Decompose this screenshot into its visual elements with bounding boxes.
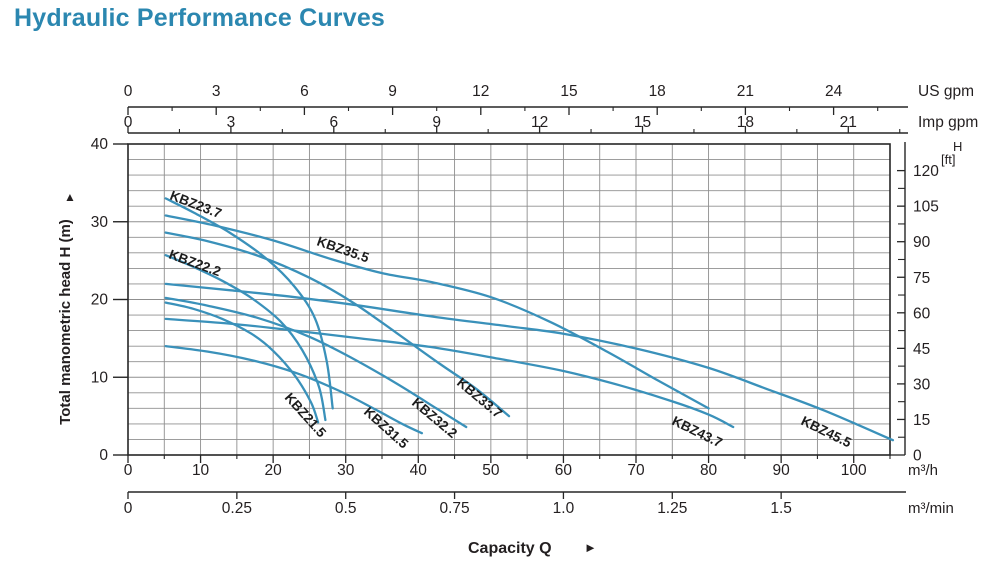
y-axis-arrow: ▲ — [64, 190, 76, 204]
tick-label: 20 — [265, 462, 283, 479]
axis-m3h: 0 10 20 30 40 50 60 70 80 90 100 m³/h — [124, 455, 938, 479]
curve-KBZ21.5 — [164, 301, 320, 424]
axis-us-gpm: 0 3 6 9 12 15 18 21 24 US gpm — [124, 83, 974, 115]
tick-label: 0 — [124, 500, 133, 517]
curve-KBZ22.2 — [164, 254, 327, 422]
tick-label: 9 — [432, 114, 441, 131]
tick-label: 18 — [649, 83, 666, 100]
tick-label: 9 — [388, 83, 397, 100]
tick-label: 24 — [825, 83, 843, 100]
head-ft-unit: H — [953, 139, 962, 154]
curve-KBZ23.7 — [164, 197, 334, 410]
tick-label: 3 — [227, 114, 236, 131]
tick-label: 50 — [482, 462, 500, 479]
tick-label: 18 — [737, 114, 754, 131]
page-title: Hydraulic Performance Curves — [14, 4, 386, 32]
x-axis-title-text: Capacity Q — [468, 540, 552, 557]
tick-label: 3 — [212, 83, 221, 100]
tick-label: 45 — [913, 341, 930, 358]
tick-label: 60 — [555, 462, 573, 479]
tick-label: 12 — [472, 83, 489, 100]
tick-label: 75 — [913, 270, 930, 287]
curve-label-KBZ31.5: KBZ31.5 — [361, 404, 412, 452]
tick-label: 60 — [913, 305, 931, 322]
tick-label: 90 — [913, 234, 931, 251]
m3h-unit: m³/h — [908, 462, 938, 479]
tick-label: 0 — [913, 448, 922, 465]
curve-label-KBZ33.7: KBZ33.7 — [454, 375, 505, 421]
tick-label: 40 — [410, 462, 428, 479]
curve-KBZ31.5 — [164, 344, 424, 435]
tick-label: 1.5 — [770, 500, 792, 517]
axis-head-ft: 0 15 30 45 60 75 90 105 120 H[ft] — [890, 139, 962, 465]
tick-label: 15 — [913, 412, 930, 429]
tick-label: 0 — [124, 462, 133, 479]
axis-imp-gpm: 0 3 6 9 12 15 18 21 Imp gpm — [124, 114, 978, 134]
x-axis-title: Capacity Q ► — [468, 540, 597, 557]
curve-KBZ33.7 — [164, 231, 511, 418]
tick-label: 0 — [124, 83, 133, 100]
tick-label: 80 — [700, 462, 718, 479]
imp-gpm-unit: Imp gpm — [918, 114, 978, 131]
y-axis-title: Total manometric head H (m) — [57, 219, 74, 425]
axis-m3min: 0 0.25 0.5 0.75 1.0 1.25 1.5 m³/min — [124, 491, 954, 517]
curve-KBZ35.5 — [164, 214, 710, 410]
tick-label: 0.5 — [335, 500, 357, 517]
tick-label: 21 — [737, 83, 754, 100]
axis-head-m: 0 10 20 30 40 Total manometric head H (m) ▲ — [57, 136, 128, 464]
tick-label: 70 — [627, 462, 645, 479]
curve-label-KBZ23.7: KBZ23.7 — [168, 188, 224, 221]
tick-label: 10 — [192, 462, 210, 479]
tick-label: 20 — [91, 292, 109, 309]
x-axis-arrow: ► — [584, 540, 597, 555]
tick-label: 6 — [329, 114, 338, 131]
curve-label-KBZ22.2: KBZ22.2 — [167, 247, 223, 280]
head-ft-unit: [ft] — [941, 152, 955, 167]
tick-label: 1.0 — [553, 500, 575, 517]
curve-label-KBZ35.5: KBZ35.5 — [315, 234, 371, 266]
tick-label: 100 — [841, 462, 867, 479]
tick-label: 10 — [91, 369, 109, 386]
curves — [164, 197, 895, 442]
tick-label: 40 — [91, 136, 109, 153]
tick-label: 0 — [99, 447, 108, 464]
tick-label: 105 — [913, 199, 939, 216]
tick-label: 90 — [773, 462, 791, 479]
tick-label: 1.25 — [657, 500, 687, 517]
curve-KBZ32.2 — [164, 296, 468, 429]
tick-label: 12 — [531, 114, 548, 131]
curve-KBZ43.7 — [164, 317, 735, 429]
tick-label: 6 — [300, 83, 309, 100]
tick-label: 21 — [840, 114, 857, 131]
us-gpm-unit: US gpm — [918, 83, 974, 100]
tick-label: 30 — [91, 214, 109, 231]
tick-label: 30 — [913, 376, 931, 393]
tick-label: 15 — [634, 114, 651, 131]
grid — [128, 144, 890, 455]
tick-label: 120 — [913, 163, 939, 180]
curve-labels: KBZ23.7KBZ22.2KBZ21.5KBZ35.5KBZ33.7KBZ32… — [167, 188, 854, 452]
tick-label: 0.25 — [222, 500, 252, 517]
curve-KBZ45.5 — [164, 282, 895, 442]
tick-label: 0.75 — [439, 500, 469, 517]
m3min-unit: m³/min — [908, 500, 954, 517]
tick-label: 0 — [124, 114, 133, 131]
tick-label: 30 — [337, 462, 355, 479]
tick-label: 15 — [560, 83, 577, 100]
